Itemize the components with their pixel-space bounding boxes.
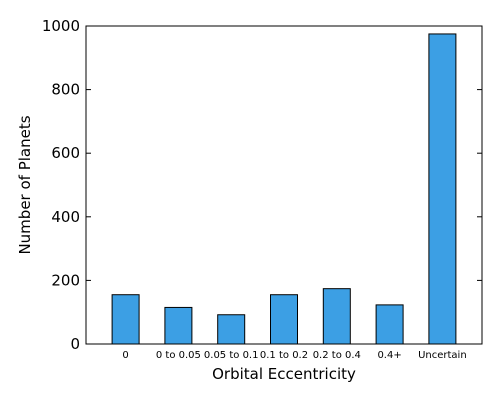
x-axis-ticks: 0 0 to 0.05 0.05 to 0.1 0.1 to 0.2 0.2 to 0.… xyxy=(122,350,466,361)
x-tick-label: 0 xyxy=(122,350,128,361)
bar xyxy=(164,306,193,345)
x-tick-label: 0.4+ xyxy=(377,350,401,361)
y-tick-label: 1000 xyxy=(42,17,80,35)
x-tick-label: Uncertain xyxy=(418,350,467,361)
y-tick-label: 800 xyxy=(51,81,80,99)
y-tick-label: 0 xyxy=(70,335,80,353)
y-axis-label: Number of Planets xyxy=(16,115,34,254)
bar xyxy=(375,304,404,345)
x-tick-label: 0 to 0.05 xyxy=(156,350,201,361)
bar xyxy=(217,314,246,345)
y-tick-label: 200 xyxy=(51,271,80,289)
bar xyxy=(111,294,140,345)
x-axis-label: Orbital Eccentricity xyxy=(212,365,356,383)
y-axis-ticks: 0 200 400 600 800 1000 xyxy=(42,17,482,353)
bar xyxy=(322,288,351,345)
bars-group xyxy=(111,33,457,345)
y-tick-label: 400 xyxy=(51,208,80,226)
bar xyxy=(270,294,298,345)
x-tick-label: 0.05 to 0.1 xyxy=(204,350,259,361)
x-tick-label: 0.1 to 0.2 xyxy=(260,350,308,361)
y-tick-label: 600 xyxy=(51,144,80,162)
bar xyxy=(428,33,457,345)
plot-frame xyxy=(85,25,483,345)
x-tick-label: 0.2 to 0.4 xyxy=(313,350,361,361)
